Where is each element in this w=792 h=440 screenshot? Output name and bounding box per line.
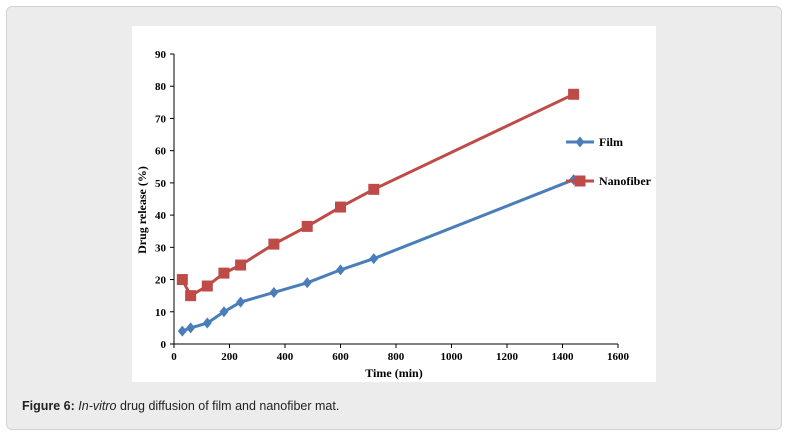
film-data-point bbox=[336, 264, 345, 276]
nanofiber-data-point bbox=[268, 238, 280, 250]
caption-text: drug diffusion of film and nanofiber mat… bbox=[116, 399, 340, 413]
y-tick-label: 80 bbox=[155, 81, 167, 93]
y-tick-label: 50 bbox=[155, 178, 167, 190]
film-data-point bbox=[369, 253, 379, 265]
y-tick-label: 90 bbox=[155, 49, 167, 61]
chart-panel: 0 10 20 30 40 50 60 70 80 90 0 200 400 600 800 1000 1200… bbox=[132, 26, 656, 382]
x-tick-label: 400 bbox=[277, 351, 294, 363]
caption-italic: In-vitro bbox=[78, 399, 117, 413]
y-tick-label: 0 bbox=[161, 339, 167, 351]
film-data-point bbox=[236, 296, 246, 308]
film-data-point bbox=[302, 277, 312, 289]
y-tick-label: 30 bbox=[155, 242, 167, 254]
film-data-point bbox=[219, 306, 229, 318]
x-axis-label: Time (min) bbox=[365, 366, 422, 380]
x-tick-label: 1400 bbox=[552, 351, 575, 363]
figure-caption: Figure 6: In-vitro drug diffusion of fil… bbox=[22, 399, 339, 413]
nanofiber-data-point bbox=[368, 183, 380, 195]
drug-release-chart: 0 10 20 30 40 50 60 70 80 90 0 200 400 600 800 1000 1200… bbox=[135, 49, 652, 380]
x-tick-label: 0 bbox=[171, 351, 177, 363]
y-axis-label: Drug release (%) bbox=[135, 166, 149, 254]
nanofiber-data-point bbox=[218, 267, 230, 279]
nanofiber-data-point bbox=[301, 220, 313, 232]
nanofiber-data-point bbox=[235, 259, 247, 271]
x-tick-label: 1000 bbox=[441, 351, 464, 363]
x-tick-label: 800 bbox=[388, 351, 405, 363]
nanofiber-legend-marker bbox=[574, 175, 586, 187]
nanofiber-data-point bbox=[185, 290, 197, 302]
nanofiber-data-point bbox=[201, 280, 213, 292]
axes: 0 10 20 30 40 50 60 70 80 90 0 200 400 600 800 1000 1200… bbox=[155, 49, 630, 363]
nanofiber-data-point bbox=[335, 201, 346, 213]
y-tick-label: 60 bbox=[155, 146, 167, 158]
x-tick-label: 1200 bbox=[496, 351, 519, 363]
film-data-point bbox=[202, 317, 212, 329]
nanofiber-data-point bbox=[176, 274, 188, 286]
film-data-point bbox=[186, 322, 196, 334]
x-tick-label: 1600 bbox=[607, 351, 630, 363]
legend: Film Nanofiber bbox=[566, 135, 652, 188]
film-legend-marker bbox=[575, 136, 585, 148]
x-tick-label: 600 bbox=[332, 351, 349, 363]
caption-label: Figure 6: bbox=[22, 399, 75, 413]
nanofiber-data-point bbox=[568, 88, 580, 100]
y-tick-label: 20 bbox=[155, 275, 167, 287]
film-data-point bbox=[177, 325, 187, 337]
series-markers bbox=[176, 88, 580, 337]
nanofiber-legend-label: Nanofiber bbox=[599, 174, 652, 188]
film-legend-label: Film bbox=[599, 135, 623, 149]
nanofiber-series-line bbox=[180, 92, 575, 298]
series-lines bbox=[180, 92, 575, 333]
y-tick-label: 70 bbox=[155, 113, 167, 125]
x-tick-label: 200 bbox=[221, 351, 238, 363]
y-tick-label: 10 bbox=[155, 307, 167, 319]
y-tick-label: 40 bbox=[155, 210, 167, 222]
film-series-line bbox=[181, 178, 575, 333]
film-data-point bbox=[269, 286, 279, 298]
